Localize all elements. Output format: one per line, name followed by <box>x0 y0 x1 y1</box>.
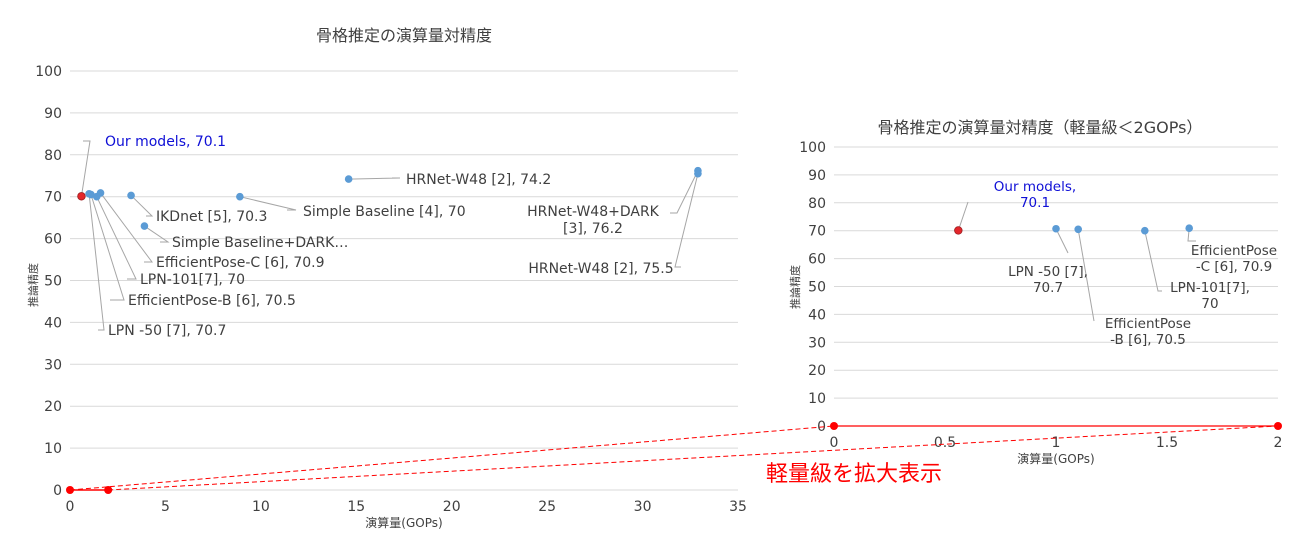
y-tick-label: 30 <box>808 335 826 351</box>
label-leader-line <box>1187 228 1196 242</box>
label-leader-line <box>80 140 91 197</box>
label-leader-line <box>88 193 105 331</box>
data-label: Our models, 70.1 <box>105 134 226 150</box>
data-label: Our models, 70.1 <box>994 179 1076 211</box>
y-tick-label: 60 <box>808 252 826 268</box>
x-axis-label: 演算量(GOPs) <box>1017 451 1094 466</box>
y-axis-label: 推論精度 <box>788 265 802 309</box>
y-tick-label: 10 <box>44 441 62 457</box>
y-tick-label: 70 <box>44 190 62 206</box>
chart-title: 骨格推定の演算量対精度 <box>316 26 492 45</box>
label-leader-line <box>674 173 699 268</box>
y-tick-label: 90 <box>44 106 62 122</box>
y-axis-label: 推論精度 <box>26 263 40 307</box>
data-point <box>140 222 149 230</box>
x-tick-label: 35 <box>729 499 747 515</box>
data-point <box>87 190 95 199</box>
data-label: LPN -50 [7], 70.7 <box>108 323 226 339</box>
y-tick-label: 30 <box>44 357 62 373</box>
data-point <box>344 175 353 183</box>
highlight-point <box>954 226 963 235</box>
x-tick-label: 1 <box>1052 435 1061 451</box>
x-tick-label: 0.5 <box>934 435 956 451</box>
y-tick-label: 60 <box>44 232 62 248</box>
data-label: IKDnet [5], 70.3 <box>156 209 267 225</box>
zoom-annotation: 軽量級を拡大表示 <box>766 462 942 487</box>
chart-title: 骨格推定の演算量対精度（軽量級＜2GOPs） <box>878 118 1203 137</box>
zoomed-chart: 骨格推定の演算量対精度（軽量級＜2GOPs） 0 10 20 30 40 50 60 70 80… <box>788 118 1282 466</box>
data-label: EfficientPose-B [6], 70.5 <box>1105 316 1191 348</box>
y-tick-label: 80 <box>808 196 826 212</box>
x-tick-label: 0 <box>830 435 839 451</box>
highlight-point <box>77 192 86 201</box>
y-tick-label: 10 <box>808 391 826 407</box>
y-tick-label: 100 <box>35 64 62 80</box>
zoom-range-marker <box>66 486 74 494</box>
x-tick-label: 15 <box>347 499 365 515</box>
zoom-dashed-line <box>69 425 835 491</box>
label-leader-line <box>1144 230 1162 292</box>
label-leader-line <box>130 195 154 217</box>
y-tick-label: 90 <box>808 168 826 184</box>
zoom-range-marker <box>1274 422 1282 430</box>
data-point <box>1185 224 1193 232</box>
data-label: EfficientPose-C [6], 70.9 <box>1191 243 1277 275</box>
label-leader-line <box>670 170 699 214</box>
data-label: HRNet-W48 [2], 75.5 <box>528 261 673 277</box>
data-label: Simple Baseline+DARK… <box>172 235 348 251</box>
data-label: LPN-101[7], 70 <box>140 272 245 288</box>
data-point <box>127 191 135 200</box>
x-tick-label: 25 <box>538 499 556 515</box>
y-tick-label: 100 <box>799 140 826 156</box>
y-tick-label: 40 <box>44 315 62 331</box>
x-axis-label: 演算量(GOPs) <box>365 515 442 530</box>
zoom-range-marker <box>104 486 113 494</box>
data-label: HRNet-W48+DARK [3], 76.2 <box>527 204 660 237</box>
y-tick-label: 20 <box>808 363 826 379</box>
data-point <box>1052 224 1060 233</box>
label-leader-line <box>96 196 137 280</box>
y-tick-label: 50 <box>44 274 62 290</box>
y-tick-label: 70 <box>808 224 826 240</box>
label-leader-line <box>90 194 125 301</box>
label-leader-line <box>957 201 969 231</box>
y-tick-label: 40 <box>808 307 826 323</box>
data-label: EfficientPose-C [6], 70.9 <box>156 255 325 271</box>
main-chart: 骨格推定の演算量対精度 0 10 20 30 40 50 60 70 80 90 100 0 5 10 1… <box>26 26 747 530</box>
x-tick-label: 30 <box>634 499 652 515</box>
y-tick-label: 80 <box>44 148 62 164</box>
label-leader-line <box>1055 228 1069 254</box>
label-leader-line <box>100 192 153 263</box>
data-point <box>1141 226 1149 235</box>
x-tick-label: 1.5 <box>1156 435 1178 451</box>
x-tick-label: 10 <box>252 499 270 515</box>
label-leader-line <box>239 196 297 211</box>
data-label: Simple Baseline [4], 70 <box>303 204 466 220</box>
data-point <box>694 169 702 178</box>
y-tick-label: 20 <box>44 399 62 415</box>
data-point <box>1074 225 1082 234</box>
label-leader-line <box>348 177 401 180</box>
zoom-range-marker <box>830 422 838 430</box>
y-tick-label: 0 <box>53 483 62 499</box>
x-tick-label: 0 <box>66 499 75 515</box>
data-label: LPN-101[7], 70 <box>1170 280 1250 312</box>
x-tick-label: 20 <box>443 499 461 515</box>
data-label: HRNet-W48 [2], 74.2 <box>406 172 551 188</box>
x-tick-label: 5 <box>161 499 170 515</box>
label-leader-line <box>144 225 170 243</box>
label-leader-line <box>1077 229 1095 322</box>
zoom-connector <box>69 425 1279 491</box>
data-label: EfficientPose-B [6], 70.5 <box>128 293 296 309</box>
x-tick-label: 2 <box>1274 435 1283 451</box>
y-tick-label: 50 <box>808 280 826 296</box>
data-point <box>96 189 105 197</box>
zoom-dashed-line <box>108 425 1279 491</box>
data-point <box>236 192 244 201</box>
data-label: LPN -50 [7], 70.7 <box>1008 264 1088 296</box>
